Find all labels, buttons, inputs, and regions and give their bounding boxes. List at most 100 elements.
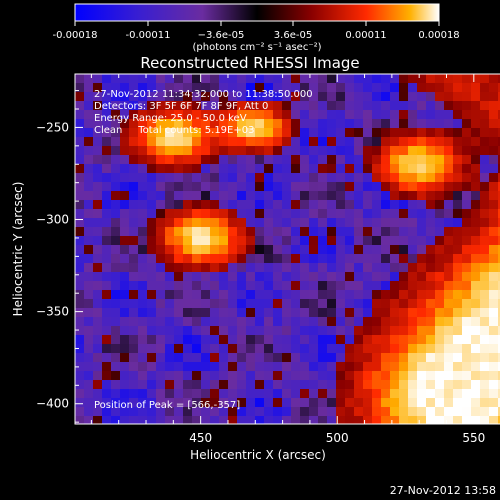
heatmap-cell: [246, 164, 256, 174]
heatmap-cell: [201, 128, 211, 138]
heatmap-cell: [381, 83, 391, 93]
heatmap-cell: [462, 128, 472, 138]
heatmap-cell: [138, 137, 148, 147]
heatmap-cell: [417, 218, 427, 228]
heatmap-cell: [93, 353, 103, 363]
heatmap-cell: [336, 353, 346, 363]
heatmap-cell: [165, 191, 175, 201]
heatmap-cell: [336, 299, 346, 309]
heatmap-cell: [264, 254, 274, 264]
heatmap-cell: [498, 128, 500, 138]
heatmap-cell: [372, 83, 382, 93]
heatmap-cell: [399, 92, 409, 102]
heatmap-cell: [408, 74, 418, 84]
heatmap-cell: [201, 353, 211, 363]
heatmap-cell: [462, 119, 472, 129]
heatmap-cell: [237, 290, 247, 300]
heatmap-cell: [489, 173, 499, 183]
heatmap-cell: [417, 353, 427, 363]
heatmap-cell: [336, 92, 346, 102]
heatmap-cell: [84, 398, 94, 408]
heatmap-cell: [84, 128, 94, 138]
heatmap-cell: [390, 155, 400, 165]
heatmap-cell: [282, 119, 292, 129]
heatmap-cell: [417, 407, 427, 417]
heatmap-cell: [120, 83, 130, 93]
heatmap-cell: [336, 101, 346, 111]
heatmap-cell: [300, 380, 310, 390]
heatmap-cell: [408, 227, 418, 237]
heatmap-cell: [147, 119, 157, 129]
heatmap-cell: [399, 380, 409, 390]
heatmap-cell: [93, 335, 103, 345]
timestamp: 27-Nov-2012 13:58: [390, 484, 496, 497]
heatmap-cell: [156, 245, 166, 255]
heatmap-cell: [75, 371, 85, 381]
heatmap-cell: [480, 155, 490, 165]
heatmap-cell: [210, 191, 220, 201]
heatmap-cell: [192, 389, 202, 399]
heatmap-cell: [201, 362, 211, 372]
heatmap-cell: [102, 227, 112, 237]
heatmap-cell: [264, 281, 274, 291]
heatmap-cell: [138, 83, 148, 93]
heatmap-cell: [237, 164, 247, 174]
heatmap-cell: [147, 380, 157, 390]
heatmap-cell: [273, 119, 283, 129]
heatmap-cell: [372, 263, 382, 273]
heatmap-cell: [300, 119, 310, 129]
heatmap-cell: [354, 281, 364, 291]
heatmap-cell: [255, 299, 265, 309]
heatmap-cell: [309, 155, 319, 165]
heatmap-cell: [390, 137, 400, 147]
heatmap-cell: [282, 389, 292, 399]
heatmap-cell: [309, 218, 319, 228]
heatmap-cell: [327, 92, 337, 102]
heatmap-cell: [291, 344, 301, 354]
heatmap-cell: [174, 155, 184, 165]
heatmap-cell: [327, 308, 337, 318]
heatmap-cell: [489, 263, 499, 273]
heatmap-cell: [120, 371, 130, 381]
heatmap-cell: [183, 209, 193, 219]
heatmap-cell: [417, 335, 427, 345]
heatmap-cell: [201, 218, 211, 228]
heatmap-cell: [489, 389, 499, 399]
heatmap-cell: [345, 236, 355, 246]
heatmap-cell: [273, 209, 283, 219]
heatmap-cell: [237, 74, 247, 84]
heatmap-cell: [471, 92, 481, 102]
colorbar-tick-label: −3.6e-05: [198, 30, 245, 41]
heatmap-cell: [246, 326, 256, 336]
heatmap-cell: [354, 209, 364, 219]
heatmap-cell: [93, 182, 103, 192]
heatmap-cell: [201, 398, 211, 408]
heatmap-cell: [300, 164, 310, 174]
heatmap-cell: [138, 146, 148, 156]
heatmap-cell: [228, 299, 238, 309]
heatmap-cell: [264, 272, 274, 282]
heatmap-cell: [300, 326, 310, 336]
heatmap-cell: [84, 83, 94, 93]
heatmap-cell: [327, 362, 337, 372]
heatmap-cell: [390, 416, 400, 424]
heatmap-cell: [363, 326, 373, 336]
heatmap-cell: [345, 155, 355, 165]
heatmap-cell: [435, 191, 445, 201]
heatmap-cell: [273, 83, 283, 93]
heatmap-cell: [93, 272, 103, 282]
heatmap-cell: [93, 200, 103, 210]
heatmap-cell: [354, 128, 364, 138]
heatmap-cell: [300, 236, 310, 246]
heatmap-cell: [183, 74, 193, 84]
heatmap-cell: [462, 371, 472, 381]
heatmap-cell: [453, 155, 463, 165]
heatmap-cell: [480, 119, 490, 129]
heatmap-cell: [246, 155, 256, 165]
heatmap-cell: [84, 146, 94, 156]
heatmap-cell: [75, 155, 85, 165]
heatmap-cell: [183, 173, 193, 183]
heatmap-cell: [111, 92, 121, 102]
heatmap-cell: [156, 353, 166, 363]
heatmap-cell: [489, 371, 499, 381]
